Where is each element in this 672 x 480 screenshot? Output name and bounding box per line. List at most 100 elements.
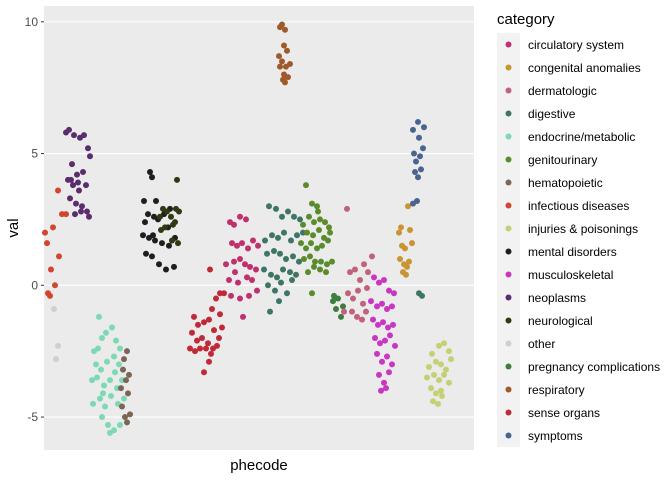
data-point — [65, 176, 71, 183]
x-axis-title: phecode — [230, 457, 288, 474]
data-point — [277, 63, 283, 70]
legend-item: dermatologic — [497, 79, 597, 102]
data-point — [418, 166, 424, 173]
data-point — [308, 240, 314, 247]
data-point — [141, 197, 147, 204]
legend-label: endocrine/metabolic — [528, 130, 635, 144]
data-point — [385, 324, 391, 331]
data-point — [315, 208, 321, 215]
data-point — [443, 366, 449, 373]
data-point — [194, 337, 200, 344]
data-point — [109, 324, 115, 331]
legend-marker — [505, 363, 512, 370]
data-point — [433, 358, 439, 365]
legend-marker — [505, 179, 512, 186]
data-point — [87, 153, 93, 160]
data-point — [261, 266, 267, 273]
data-point — [254, 287, 260, 294]
legend-label: circulatory system — [528, 38, 624, 52]
data-point — [285, 208, 291, 215]
legend-item: mental disorders — [497, 240, 617, 263]
data-point — [420, 145, 426, 152]
legend-item: injuries & poisonings — [497, 217, 638, 240]
data-point — [125, 390, 131, 397]
data-point — [281, 229, 287, 236]
data-point — [121, 356, 127, 363]
data-point — [269, 232, 275, 239]
data-point — [100, 390, 106, 397]
data-point — [153, 197, 159, 204]
data-point — [213, 295, 219, 302]
data-point — [42, 229, 48, 236]
data-point — [237, 213, 243, 220]
data-point — [415, 118, 421, 125]
data-point — [231, 221, 237, 228]
data-point — [283, 255, 289, 262]
data-point — [357, 277, 363, 284]
data-point — [436, 342, 442, 349]
data-point — [239, 240, 245, 247]
data-point — [101, 382, 107, 389]
data-point — [113, 337, 119, 344]
data-point — [374, 350, 380, 357]
data-point — [319, 242, 325, 249]
data-point — [411, 150, 417, 157]
data-point — [414, 197, 420, 204]
data-point — [117, 421, 123, 428]
legend-label: hematopoietic — [528, 176, 603, 190]
data-point — [303, 245, 309, 252]
grid-lines — [44, 21, 474, 418]
data-point — [172, 219, 178, 226]
data-point — [99, 335, 105, 342]
data-point — [124, 348, 130, 355]
data-point — [171, 263, 177, 270]
data-point — [214, 342, 220, 349]
data-point — [217, 311, 223, 318]
data-point — [441, 371, 447, 378]
data-point — [107, 377, 113, 384]
data-point — [145, 211, 151, 218]
y-tick-label: 5 — [31, 147, 38, 161]
data-point — [228, 292, 234, 299]
data-point — [116, 361, 122, 368]
data-point — [266, 203, 272, 210]
data-point — [70, 182, 76, 189]
data-point — [192, 348, 198, 355]
data-point — [327, 229, 333, 236]
data-point — [156, 261, 162, 268]
data-point — [290, 253, 296, 260]
legend-marker — [505, 409, 512, 416]
data-point — [166, 242, 172, 249]
data-point — [205, 340, 211, 347]
legend-marker — [505, 432, 512, 439]
data-point — [267, 308, 273, 315]
data-point — [147, 169, 153, 176]
data-point — [407, 226, 413, 233]
data-point — [354, 313, 360, 320]
data-point — [281, 42, 287, 49]
data-point — [288, 237, 294, 244]
data-point — [273, 205, 279, 212]
data-points — [42, 21, 454, 436]
data-point — [206, 358, 212, 365]
data-point — [158, 226, 164, 233]
data-point — [78, 208, 84, 215]
legend-marker — [505, 340, 512, 347]
data-point — [150, 232, 156, 239]
data-point — [349, 308, 355, 315]
data-point — [117, 345, 123, 352]
y-tick-label: 0 — [31, 278, 38, 292]
data-point — [439, 392, 445, 399]
data-point — [448, 356, 454, 363]
legend-label: respiratory — [528, 383, 585, 397]
data-point — [287, 60, 293, 67]
data-point — [296, 258, 302, 265]
data-point — [108, 392, 114, 399]
data-point — [412, 169, 418, 176]
data-point — [376, 371, 382, 378]
data-point — [369, 253, 375, 260]
data-point — [372, 335, 378, 342]
data-point — [48, 266, 54, 273]
legend-item: musculoskeletal — [497, 263, 613, 286]
data-point — [384, 306, 390, 313]
